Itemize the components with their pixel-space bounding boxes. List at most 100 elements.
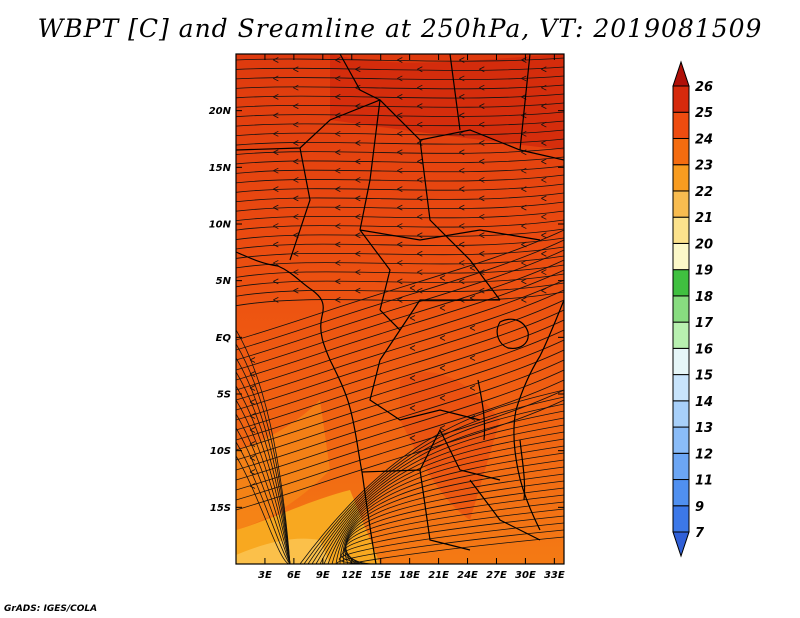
streamline-arrow: [439, 395, 446, 401]
streamline-arrow: [335, 260, 341, 266]
streamline-arrow: [335, 167, 341, 174]
streamline-arrow: [479, 232, 485, 239]
lat-tick-label: 15S: [210, 503, 231, 514]
streamline-arrow: [293, 66, 299, 73]
lat-tick-label: 5N: [216, 276, 232, 287]
streamline-arrow: [417, 195, 423, 202]
colorbar-label: 9: [695, 500, 704, 515]
streamline-arrow: [459, 167, 465, 174]
streamline-arrow: [397, 296, 403, 303]
streamline: [236, 249, 564, 361]
coastlines-borders: [236, 54, 564, 564]
streamline-arrow: [335, 130, 341, 137]
lon-tick-label: 15E: [370, 570, 391, 581]
streamline-arrow: [459, 57, 465, 63]
streamline-arrow: [459, 186, 465, 193]
colorbar-swatch: [672, 216, 690, 244]
streamline-arrow: [335, 241, 341, 248]
streamline: [236, 229, 564, 341]
streamline-arrow: [293, 121, 299, 128]
streamline: [236, 329, 291, 564]
streamline-arrow: [459, 112, 465, 119]
colorbar-label: 16: [695, 342, 713, 357]
lake-tanganyika: [477, 379, 486, 441]
streamline-arrow: [273, 167, 279, 174]
east-africa-coastline: [513, 299, 564, 531]
streamline: [236, 259, 564, 371]
streamline: [319, 424, 564, 564]
streamline: [236, 357, 291, 564]
streamline-arrow: [273, 149, 279, 156]
streamline-arrow: [397, 223, 403, 229]
lake-victoria: [496, 318, 529, 349]
streamline-arrow: [417, 84, 423, 91]
streamline: [236, 279, 564, 391]
streamlines: [236, 57, 564, 564]
streamline-arrow: [521, 186, 527, 193]
streamline-arrow: [355, 232, 361, 239]
streamline: [236, 174, 564, 184]
streamline-arrow: [355, 195, 361, 202]
streamline-arrow: [273, 296, 279, 303]
streamline-arrow: [439, 425, 446, 431]
streamline-arrow: [541, 140, 547, 146]
streamline-arrow: [521, 204, 527, 211]
streamline-arrow: [409, 405, 416, 411]
credit-label: GrADS: IGES/COLA: [4, 604, 98, 614]
colorbar-swatch: [672, 321, 690, 349]
colorbar-label: 7: [695, 526, 705, 541]
streamline: [236, 399, 564, 511]
border-south: [361, 428, 541, 551]
streamline: [339, 459, 564, 564]
streamline: [236, 192, 564, 203]
map-title: WBPT [C] and Sreamline at 250hPa, VT: 20…: [37, 14, 763, 43]
streamline-arrow: [409, 435, 416, 441]
streamline: [323, 431, 564, 564]
streamline-arrow: [397, 112, 403, 119]
streamline-arrow: [293, 158, 299, 165]
streamline-arrow: [293, 140, 299, 146]
streamline-arrow: [355, 269, 361, 276]
streamline-arrow: [459, 94, 465, 100]
streamline-arrow: [335, 94, 341, 100]
colorbar-swatch: [672, 190, 690, 218]
streamline-arrow: [335, 204, 341, 211]
streamline-arrow: [541, 250, 547, 257]
streamline: [236, 427, 291, 564]
africa-coastline: [236, 251, 377, 564]
field-layer: [236, 54, 564, 564]
streamline: [327, 438, 564, 564]
streamline: [346, 536, 564, 564]
streamline-arrow: [273, 278, 279, 285]
streamline-arrow: [397, 186, 403, 193]
streamline-arrow: [417, 269, 423, 276]
streamline-arrow: [439, 275, 446, 281]
streamline-arrow: [273, 57, 279, 63]
lat-tick-label: EQ: [216, 333, 232, 344]
streamline-arrow: [397, 75, 403, 82]
colorbar-swatch: [672, 295, 690, 323]
streamline-arrow: [417, 232, 423, 239]
colorbar-label: 24: [695, 132, 713, 147]
streamline: [311, 410, 564, 564]
lon-tick-label: 12E: [341, 570, 362, 581]
streamline-arrow: [335, 223, 341, 229]
lon-tick-label: 27E: [486, 570, 507, 581]
streamline: [236, 273, 564, 288]
streamline-arrow: [417, 213, 423, 220]
colorbar: 7 9 11 12 13 14 15 16 17 18 19 20 21 22 23 24 25 26: [672, 60, 714, 558]
streamline: [236, 339, 564, 451]
streamline: [236, 138, 564, 146]
streamline-arrow: [335, 57, 341, 63]
streamline-arrow: [249, 357, 256, 363]
lon-tick-label: 3E: [258, 570, 272, 581]
streamline: [236, 299, 564, 411]
lon-tick-label: 18E: [399, 570, 420, 581]
colorbar-swatch: [672, 374, 690, 402]
streamline-arrow: [273, 186, 279, 193]
lon-tick-label: 30E: [515, 570, 536, 581]
streamline: [236, 156, 564, 165]
streamline-arrow: [459, 241, 465, 248]
streamline-arrow: [335, 278, 341, 285]
